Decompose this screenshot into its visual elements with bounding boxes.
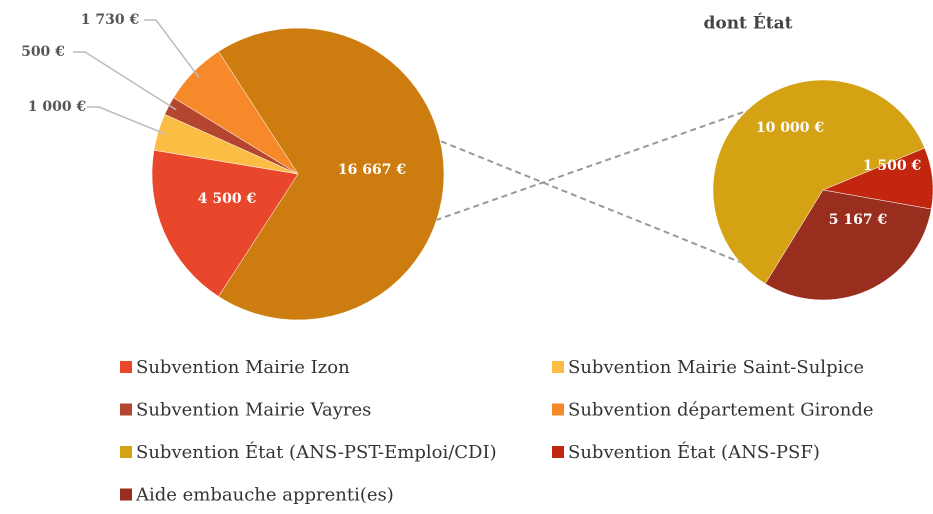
- data-label: 4 500 €: [198, 191, 257, 207]
- data-label: 10 000 €: [756, 120, 824, 136]
- legend-swatch: [120, 403, 132, 416]
- legend-swatch: [120, 488, 132, 501]
- legend-swatch: [552, 361, 564, 373]
- pie-slice: [218, 27, 445, 321]
- data-label: 500 €: [21, 44, 65, 60]
- data-label: 1 000 €: [28, 99, 87, 115]
- legend-label: Subvention Mairie Izon: [136, 357, 350, 378]
- connector: [218, 81, 830, 298]
- legend-label: Subvention Mairie Saint-Sulpice: [568, 357, 864, 378]
- leader-line: [87, 106, 167, 135]
- legend-label: Aide embauche apprenti(es): [135, 485, 394, 506]
- legend-label: Subvention département Gironde: [568, 400, 874, 421]
- data-label: 1 730 €: [81, 12, 140, 28]
- pie-slice: [151, 149, 299, 297]
- leader-line: [144, 19, 200, 79]
- data-label: 5 167 €: [829, 212, 888, 228]
- data-label: 1 500 €: [863, 158, 922, 174]
- chart-title: dont État: [703, 13, 792, 34]
- pie-slice: [765, 189, 932, 301]
- legend-label: Subvention Mairie Vayres: [136, 400, 371, 421]
- legend-swatch: [120, 361, 132, 373]
- legend-label: Subvention État (ANS-PST-Emploi/CDI): [136, 440, 497, 463]
- pie-slice: [712, 79, 926, 285]
- legend-label: Subvention État (ANS-PSF): [568, 440, 820, 463]
- legend-swatch: [552, 446, 564, 458]
- leader-line: [73, 51, 177, 111]
- data-label: 16 667 €: [338, 162, 406, 178]
- legend-swatch: [552, 403, 564, 416]
- legend-swatch: [120, 446, 132, 458]
